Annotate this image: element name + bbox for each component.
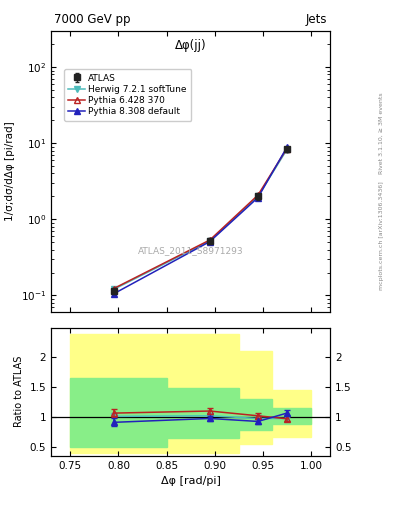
Bar (272, 408, 311, 424)
Text: mcplots.cern.ch [arXiv:1306.3436]: mcplots.cern.ch [arXiv:1306.3436] (379, 181, 384, 290)
Text: Rivet 3.1.10, ≥ 3M events: Rivet 3.1.10, ≥ 3M events (379, 92, 384, 174)
Bar (70, 334, 167, 453)
Herwig 7.2.1 softTune (255, 194, 260, 200)
Herwig 7.2.1 softTune (285, 146, 289, 153)
X-axis label: Δφ [rad/pi]: Δφ [rad/pi] (161, 476, 220, 486)
Pythia 8.308 default (111, 291, 116, 297)
Bar (70, 378, 167, 447)
Bar (239, 352, 272, 444)
Bar (239, 399, 272, 430)
Line: Herwig 7.2.1 softTune: Herwig 7.2.1 softTune (111, 147, 290, 292)
Pythia 8.308 default (285, 144, 289, 151)
Pythia 6.428 370 (208, 237, 212, 243)
Bar (167, 334, 239, 453)
Pythia 8.308 default (255, 195, 260, 201)
Pythia 6.428 370 (285, 145, 289, 152)
Text: Jets: Jets (306, 13, 327, 27)
Herwig 7.2.1 softTune (208, 238, 212, 244)
Line: Pythia 8.308 default: Pythia 8.308 default (111, 144, 290, 296)
Text: Δφ(jj): Δφ(jj) (175, 39, 206, 52)
Text: ATLAS_2011_S8971293: ATLAS_2011_S8971293 (138, 246, 243, 255)
Herwig 7.2.1 softTune (111, 286, 116, 292)
Legend: ATLAS, Herwig 7.2.1 softTune, Pythia 6.428 370, Pythia 8.308 default: ATLAS, Herwig 7.2.1 softTune, Pythia 6.4… (64, 69, 191, 121)
Bar (167, 389, 239, 438)
Pythia 8.308 default (208, 239, 212, 245)
Line: Pythia 6.428 370: Pythia 6.428 370 (111, 146, 290, 291)
Y-axis label: 1/σ;dσ/dΔφ [pi/rad]: 1/σ;dσ/dΔφ [pi/rad] (5, 122, 15, 221)
Text: 7000 GeV pp: 7000 GeV pp (54, 13, 130, 27)
Pythia 6.428 370 (255, 192, 260, 198)
Bar (272, 390, 311, 437)
Pythia 6.428 370 (111, 286, 116, 292)
Y-axis label: Ratio to ATLAS: Ratio to ATLAS (14, 356, 24, 428)
